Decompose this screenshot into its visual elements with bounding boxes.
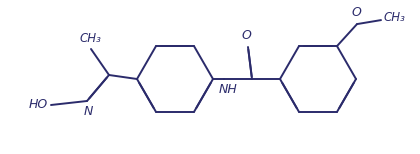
- Text: NH: NH: [219, 83, 237, 96]
- Text: O: O: [351, 6, 361, 19]
- Text: HO: HO: [29, 99, 48, 111]
- Text: N: N: [83, 105, 93, 118]
- Text: CH₃: CH₃: [384, 11, 406, 24]
- Text: CH₃: CH₃: [79, 32, 101, 45]
- Text: O: O: [241, 29, 251, 42]
